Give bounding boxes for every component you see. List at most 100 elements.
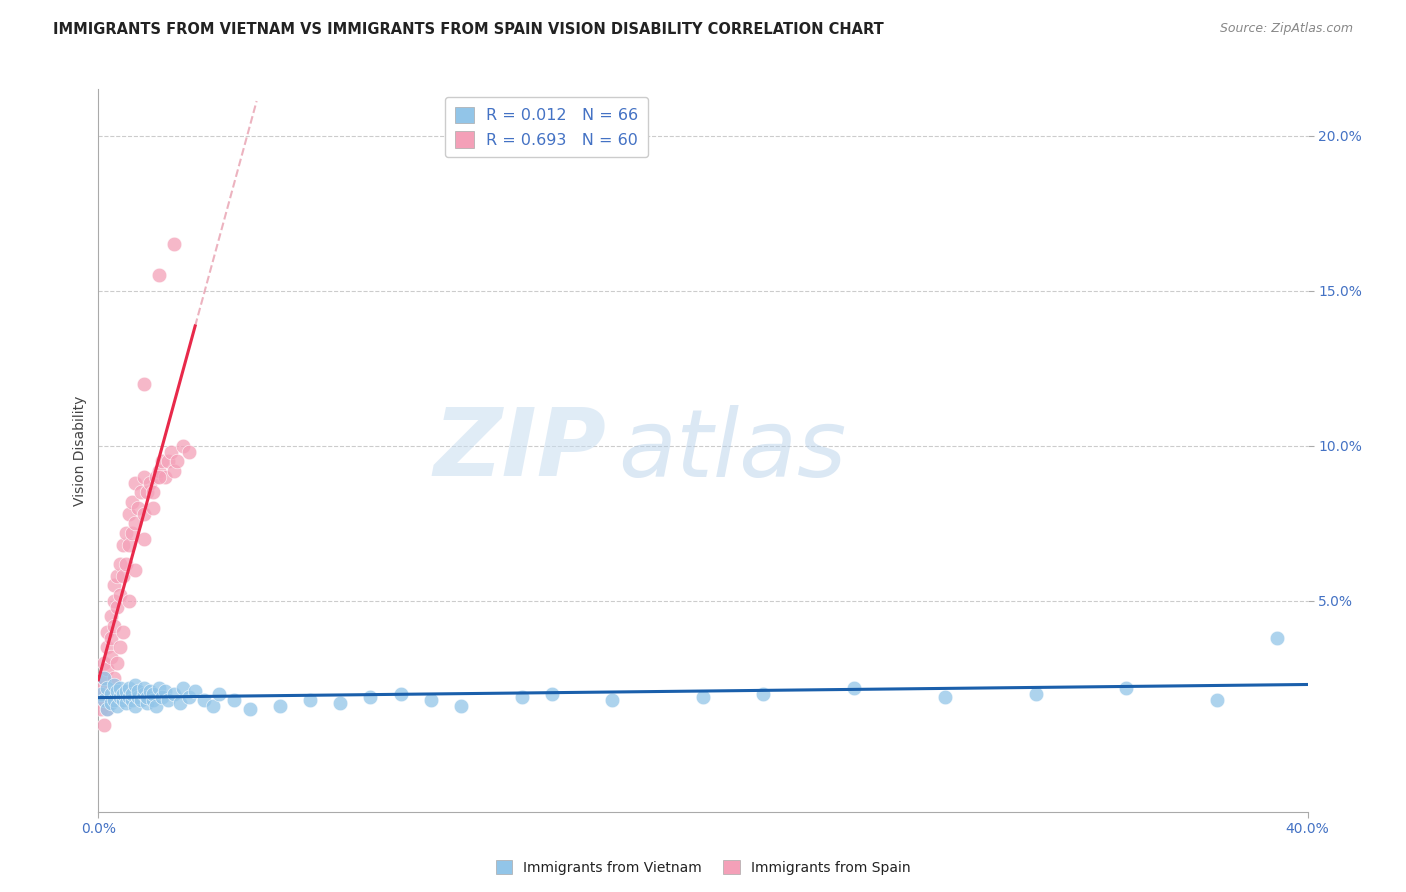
- Y-axis label: Vision Disability: Vision Disability: [73, 395, 87, 506]
- Point: [96, 662, 118, 676]
- Point: [121, 525, 143, 540]
- Point: [329, 696, 352, 710]
- Point: [96, 702, 118, 716]
- Point: [105, 600, 128, 615]
- Point: [142, 687, 165, 701]
- Point: [172, 681, 194, 695]
- Point: [224, 693, 246, 707]
- Point: [93, 672, 115, 686]
- Point: [105, 699, 128, 714]
- Point: [124, 516, 146, 531]
- Point: [103, 693, 125, 707]
- Point: [129, 693, 152, 707]
- Point: [103, 618, 125, 632]
- Point: [111, 693, 134, 707]
- Point: [100, 696, 122, 710]
- Point: [111, 687, 134, 701]
- Point: [127, 683, 149, 698]
- Point: [111, 624, 134, 639]
- Point: [160, 445, 183, 459]
- Point: [111, 569, 134, 583]
- Point: [124, 563, 146, 577]
- Point: [172, 439, 194, 453]
- Point: [96, 681, 118, 695]
- Point: [132, 532, 155, 546]
- Point: [299, 693, 322, 707]
- Point: [108, 681, 131, 695]
- Point: [90, 687, 112, 701]
- Point: [111, 538, 134, 552]
- Point: [145, 699, 167, 714]
- Point: [93, 718, 115, 732]
- Point: [142, 500, 165, 515]
- Point: [360, 690, 382, 704]
- Point: [153, 683, 176, 698]
- Point: [148, 268, 170, 283]
- Point: [1115, 681, 1137, 695]
- Point: [132, 687, 155, 701]
- Point: [100, 687, 122, 701]
- Point: [202, 699, 225, 714]
- Point: [420, 693, 443, 707]
- Point: [156, 454, 179, 468]
- Point: [540, 687, 562, 701]
- Legend: Immigrants from Vietnam, Immigrants from Spain: Immigrants from Vietnam, Immigrants from…: [491, 855, 915, 880]
- Point: [132, 376, 155, 391]
- Point: [118, 507, 141, 521]
- Point: [103, 672, 125, 686]
- Point: [166, 454, 188, 468]
- Point: [96, 640, 118, 655]
- Point: [169, 696, 191, 710]
- Point: [105, 683, 128, 698]
- Point: [148, 470, 170, 484]
- Point: [118, 690, 141, 704]
- Point: [100, 609, 122, 624]
- Point: [93, 656, 115, 670]
- Point: [114, 696, 136, 710]
- Point: [114, 525, 136, 540]
- Point: [114, 557, 136, 571]
- Point: [124, 677, 146, 691]
- Point: [135, 485, 157, 500]
- Point: [239, 702, 262, 716]
- Point: [163, 687, 186, 701]
- Point: [90, 702, 112, 716]
- Point: [150, 454, 173, 468]
- Point: [1206, 693, 1229, 707]
- Point: [163, 464, 186, 478]
- Point: [108, 640, 131, 655]
- Point: [105, 656, 128, 670]
- Point: [269, 699, 291, 714]
- Point: [96, 702, 118, 716]
- Point: [510, 690, 533, 704]
- Point: [450, 699, 472, 714]
- Point: [100, 687, 122, 701]
- Point: [139, 683, 162, 698]
- Point: [118, 538, 141, 552]
- Point: [93, 693, 115, 707]
- Point: [602, 693, 624, 707]
- Point: [163, 237, 186, 252]
- Point: [132, 470, 155, 484]
- Point: [692, 690, 714, 704]
- Point: [103, 677, 125, 691]
- Point: [132, 681, 155, 695]
- Point: [93, 693, 115, 707]
- Point: [121, 687, 143, 701]
- Point: [135, 690, 157, 704]
- Point: [179, 690, 201, 704]
- Point: [153, 470, 176, 484]
- Point: [124, 699, 146, 714]
- Point: [179, 445, 201, 459]
- Point: [844, 681, 866, 695]
- Point: [105, 569, 128, 583]
- Point: [148, 464, 170, 478]
- Point: [1267, 631, 1289, 645]
- Legend: R = 0.012   N = 66, R = 0.693   N = 60: R = 0.012 N = 66, R = 0.693 N = 60: [444, 97, 648, 158]
- Point: [145, 470, 167, 484]
- Point: [124, 476, 146, 491]
- Text: IMMIGRANTS FROM VIETNAM VS IMMIGRANTS FROM SPAIN VISION DISABILITY CORRELATION C: IMMIGRANTS FROM VIETNAM VS IMMIGRANTS FR…: [53, 22, 884, 37]
- Point: [108, 588, 131, 602]
- Point: [934, 690, 956, 704]
- Point: [103, 578, 125, 592]
